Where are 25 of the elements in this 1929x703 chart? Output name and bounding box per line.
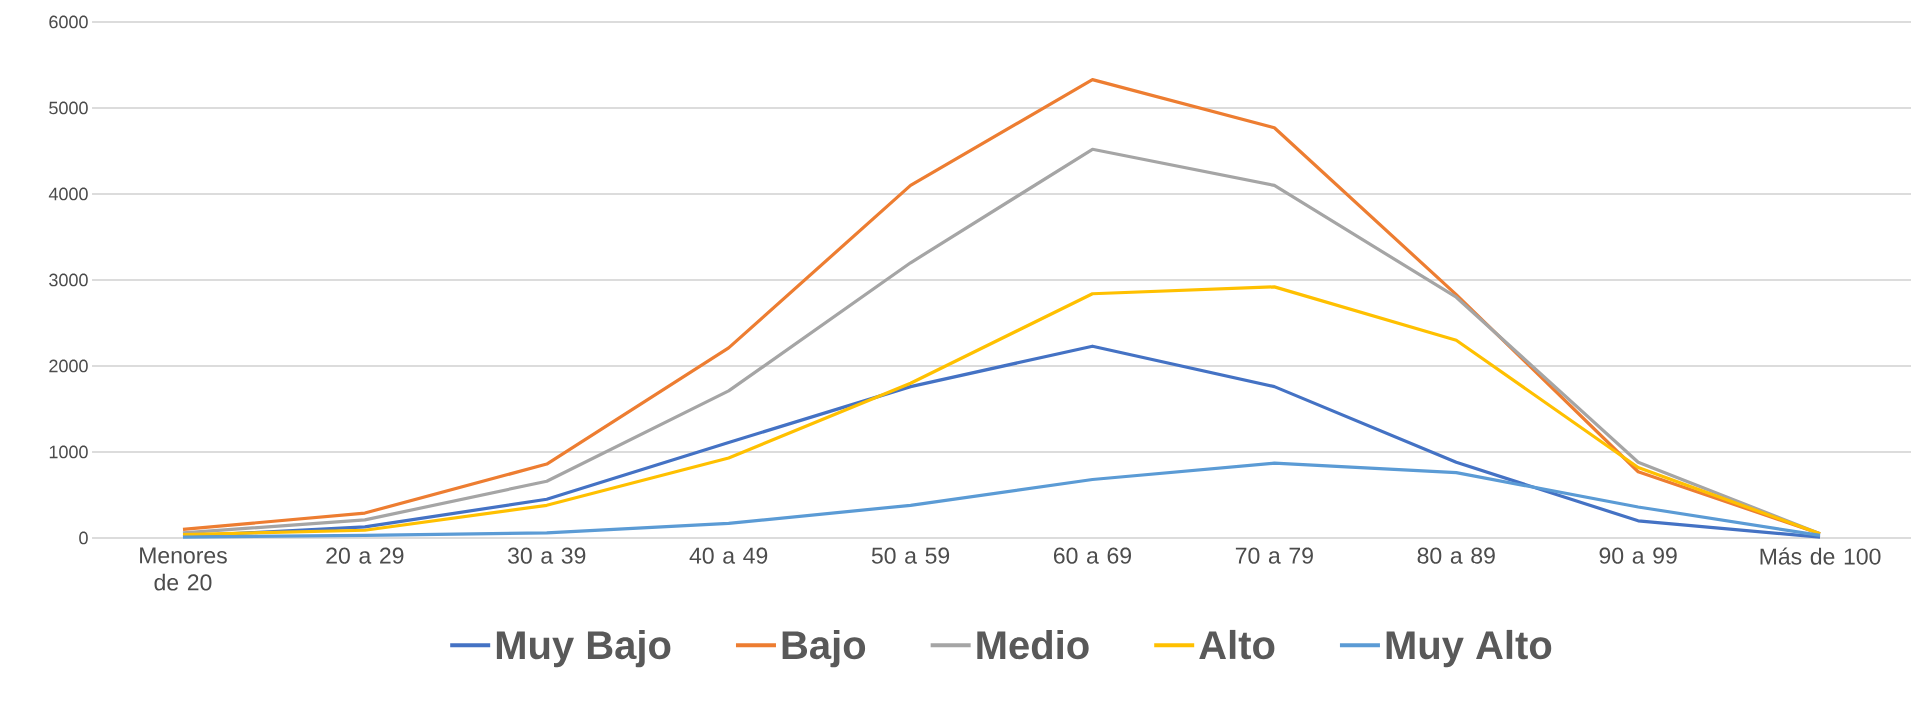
legend-label: Medio (977, 629, 1089, 660)
x-tick-label: 70 a 79 (1235, 547, 1313, 564)
legend-label: Muy Alto (1386, 629, 1552, 668)
x-tick-label: Menores de 20 (140, 547, 227, 591)
line-series (181, 147, 1822, 536)
y-tick-label: 6000 (49, 15, 88, 29)
legend-label: Muy Bajo (496, 629, 671, 668)
x-tick-label: Más de 100 (1760, 547, 1881, 565)
x-tick-label: 80 a 89 (1417, 547, 1495, 564)
line-series (181, 285, 1822, 537)
y-tick-label: 3000 (49, 273, 88, 287)
x-tick-label: 30 a 39 (508, 547, 586, 564)
y-tick-label: 2000 (49, 359, 88, 373)
y-tick-label: 5000 (49, 101, 88, 115)
x-tick-label: 50 a 59 (871, 547, 950, 564)
legend-label: Alto (1199, 629, 1275, 660)
x-tick-label: 20 a 29 (326, 547, 404, 564)
y-tick-label: 1000 (49, 445, 88, 459)
y-tick-label: 4000 (48, 187, 88, 201)
x-tick-label: 90 a 99 (1599, 547, 1677, 564)
legend-label: Bajo (782, 629, 866, 668)
line-series (181, 461, 1822, 539)
x-tick-label: 60 a 69 (1053, 547, 1131, 564)
x-tick-label: 40 a 49 (689, 547, 768, 564)
y-tick-label: 0 (79, 531, 88, 545)
